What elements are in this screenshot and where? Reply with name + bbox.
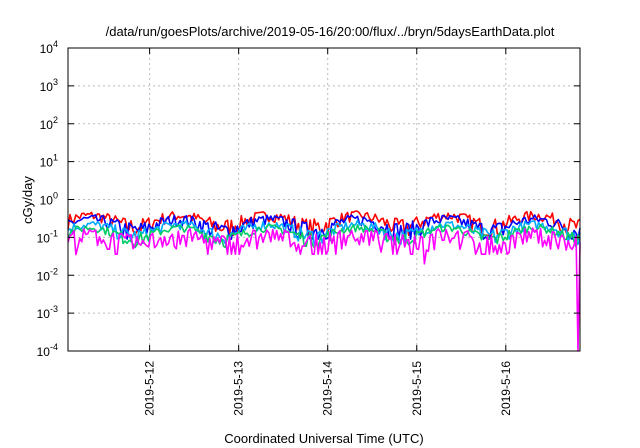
grid xyxy=(68,48,580,351)
y-tick-label: 103 xyxy=(40,77,58,94)
y-tick-label: 101 xyxy=(40,153,58,170)
y-tick-label: 102 xyxy=(40,115,58,132)
y-axis-label: cGy/day xyxy=(20,176,35,224)
x-tick-label: 2019-5-15 xyxy=(410,361,424,416)
y-tick-label: 100 xyxy=(40,191,58,208)
series-layer xyxy=(67,210,581,352)
ticks: 10-4 10-3 10-2 10-1 100 101 102 103 104 2019-5-12… xyxy=(37,39,580,416)
series-line xyxy=(67,227,581,352)
chart-title: /data/run/goesPlots/archive/2019-05-16/2… xyxy=(106,24,555,39)
y-tick-label: 10-3 xyxy=(37,304,58,321)
series-line xyxy=(67,223,581,249)
x-tick-label: 2019-5-16 xyxy=(499,361,513,416)
x-tick-label: 2019-5-14 xyxy=(321,361,335,416)
x-tick-label: 2019-5-12 xyxy=(143,361,157,416)
y-tick-label: 104 xyxy=(40,39,58,56)
y-tick-label: 10-2 xyxy=(37,266,58,283)
x-tick-label: 2019-5-13 xyxy=(232,361,246,416)
y-tick-label: 10-4 xyxy=(37,342,58,359)
y-tick-label: 10-1 xyxy=(37,228,58,245)
x-axis-label: Coordinated Universal Time (UTC) xyxy=(224,431,423,446)
series-line xyxy=(67,210,581,236)
